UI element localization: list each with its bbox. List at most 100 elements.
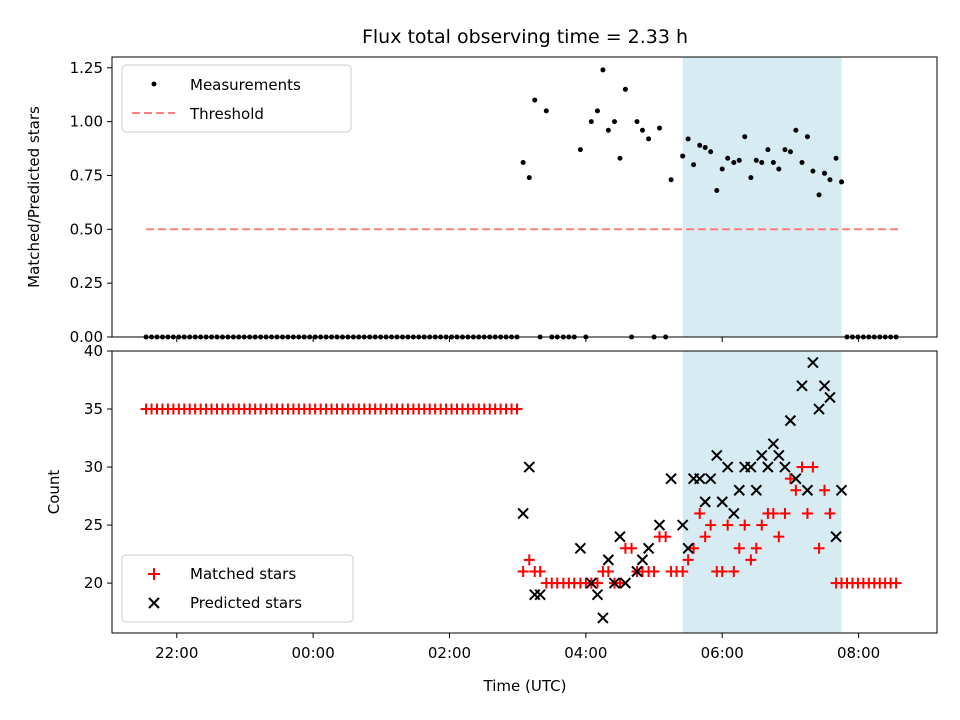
measurement-point (622, 86, 628, 92)
top-y-tick-label: 1.25 (70, 59, 103, 77)
measurement-point (725, 155, 731, 161)
matched-star-point (813, 542, 825, 554)
measurement-point (759, 160, 765, 166)
predicted-star-point (614, 530, 626, 543)
matched-star-point (722, 519, 734, 531)
top-axes-frame (111, 56, 938, 338)
measurement-point (668, 177, 674, 183)
measurement-point (799, 160, 805, 166)
top-shaded-interval (682, 57, 842, 337)
matched-star-point (591, 577, 603, 589)
measurement-point (543, 108, 549, 114)
matched-star-point (705, 519, 717, 531)
top-y-tick-label: 1.00 (70, 113, 103, 131)
matched-star-point (716, 565, 728, 577)
predicted-star-point (790, 472, 802, 485)
x-axis-label: Time (UTC) (483, 677, 567, 695)
measurement-point (646, 136, 652, 142)
matched-star-point (779, 507, 791, 519)
bottom-panel: 20 25 30 35 40 22:00 00:00 02:00 04:00 06:00 08:0… (45, 342, 938, 695)
bottom-shade-rect (682, 351, 842, 633)
top-x-ticks (176, 337, 860, 342)
matched-star-point (796, 461, 808, 473)
predicted-star-point (602, 554, 615, 566)
matched-star-point (728, 565, 740, 577)
bottom-legend-box (121, 554, 354, 623)
predicted-star-point (756, 449, 768, 462)
matched-star-point (807, 461, 819, 473)
predicted-star-point (534, 588, 546, 601)
bottom-x-tick-label: 06:00 (701, 644, 744, 662)
predicted-star-point (585, 577, 598, 589)
predicted-star-point (830, 530, 842, 543)
predicted-star-point (631, 565, 643, 578)
measurement-point (748, 175, 754, 181)
predicted-star-point (517, 507, 529, 520)
top-y-tick-label: 0.50 (70, 220, 103, 238)
bottom-y-tick-label: 25 (84, 516, 103, 534)
matched-star-point (602, 565, 614, 577)
measurement-point (787, 149, 793, 155)
measurement-point (731, 160, 737, 166)
top-y-tick-label: 0.00 (70, 328, 103, 346)
predicted-star-point (779, 461, 791, 473)
matched-stars-points (140, 403, 902, 589)
predicted-star-point (813, 403, 825, 415)
matched-star-point (648, 565, 660, 577)
legend-marker-measurements (151, 81, 157, 87)
predicted-star-point (523, 461, 535, 473)
predicted-star-point (653, 519, 666, 531)
measurement-point (685, 136, 691, 142)
bottom-x-ticks: 22:00 00:00 02:00 04:00 06:00 08:00 (155, 633, 880, 662)
legend-label-measurements: Measurements (190, 76, 301, 94)
measurement-point (697, 142, 703, 148)
legend-label-matched: Matched stars (190, 565, 296, 583)
predicted-star-point (801, 484, 814, 496)
measurement-point (600, 67, 606, 73)
bottom-x-tick-label: 08:00 (837, 644, 880, 662)
predicted-star-point (784, 414, 797, 427)
matched-star-point (745, 554, 757, 566)
chart-title: Flux total observing time = 2.33 h (362, 26, 688, 48)
bottom-y-axis-label: Count (45, 470, 63, 515)
measurement-point (736, 157, 742, 163)
predicted-star-point (818, 380, 831, 392)
bottom-x-tick-label: 00:00 (292, 644, 335, 662)
measurement-point (605, 127, 611, 133)
predicted-star-point (750, 484, 763, 496)
bottom-x-tick-label: 04:00 (564, 644, 607, 662)
measurement-point (719, 166, 725, 172)
predicted-star-point (676, 519, 689, 531)
predicted-star-point (767, 438, 780, 450)
predicted-star-point (835, 484, 848, 496)
predicted-star-point (619, 577, 632, 589)
bottom-legend: Matched stars Predicted stars (121, 554, 354, 623)
predicted-star-point (682, 542, 694, 554)
predicted-star-point (824, 391, 836, 404)
measurement-point (714, 188, 720, 194)
legend-label-predicted: Predicted stars (190, 594, 302, 612)
matched-star-point (517, 565, 529, 577)
measurement-point (742, 134, 748, 140)
predicted-star-point (699, 496, 711, 508)
matched-star-point (682, 554, 694, 566)
measurement-point (634, 119, 640, 125)
predicted-star-point (665, 472, 677, 485)
matched-star-point (819, 484, 830, 496)
matched-star-point (733, 542, 745, 554)
measurement-point (520, 160, 526, 166)
matched-star-point (534, 565, 546, 577)
top-y-ticks: 0.00 0.25 0.50 0.75 1.00 1.25 (70, 59, 112, 346)
legend-label-threshold: Threshold (189, 105, 264, 123)
predicted-stars-points (517, 356, 848, 624)
matched-star-point (790, 484, 802, 496)
predicted-star-point (711, 449, 723, 462)
predicted-star-point (796, 380, 808, 392)
predicted-star-point (704, 472, 717, 485)
matched-star-point (523, 554, 535, 566)
bottom-shaded-interval (682, 351, 842, 633)
predicted-star-point (642, 542, 655, 554)
matched-star-point (626, 542, 638, 554)
measurement-point (612, 119, 617, 125)
